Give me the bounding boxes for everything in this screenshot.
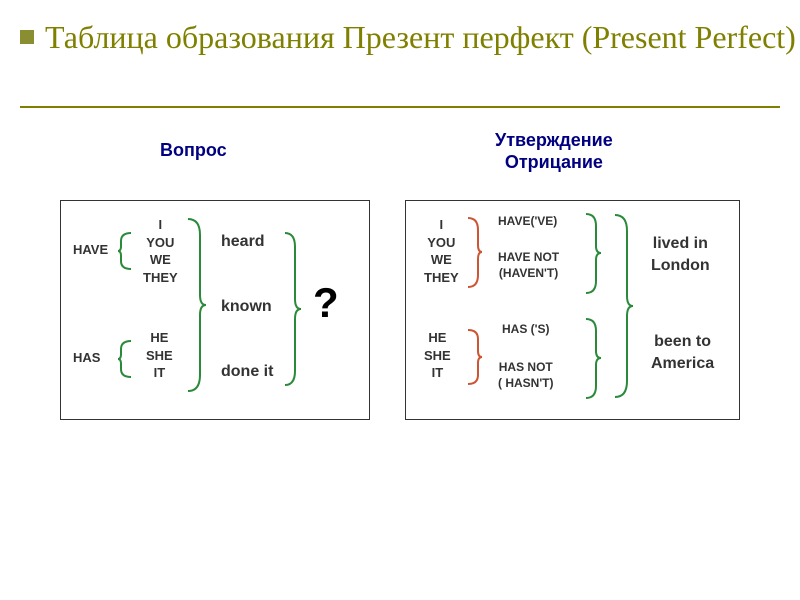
pronouns-group1-r: I YOU WE THEY [424,216,459,286]
verb-lived: lived in London [651,233,710,276]
title-bullet [20,30,34,44]
brace-r-big-icon [613,211,635,401]
slide-title: Таблица образования Презент перфект (Pre… [45,18,796,56]
have-negative: HAVE NOT (HAVEN'T) [498,249,559,281]
pronouns-group2-r: HE SHE IT [424,329,451,382]
question-mark: ? [313,279,339,327]
brace-r-has-icon [584,316,604,401]
label-have: HAVE [73,241,108,259]
label-has: HAS [73,349,100,367]
heading-question: Вопрос [160,140,227,161]
heading-assert: Утверждение [495,130,613,150]
heading-assert-negate: Утверждение Отрицание [495,130,613,173]
brace-r-grp2-icon [466,327,484,387]
verb-heard: heard [221,231,265,253]
have-positive: HAVE('VE) [498,213,557,229]
has-negative: HAS NOT ( HASN'T) [498,359,554,391]
brace-has-icon [116,339,136,379]
brace-big-verbs-icon [186,215,208,395]
brace-r-grp1-icon [466,215,484,290]
verb-done: done it [221,361,273,383]
verb-been: been to America [651,331,714,374]
brace-have-icon [116,231,136,271]
has-positive: HAS ('S) [502,321,550,337]
brace-r-have-icon [584,211,604,296]
pronouns-group2: HE SHE IT [146,329,173,382]
pronouns-group1: I YOU WE THEY [143,216,178,286]
heading-negate: Отрицание [505,152,603,172]
panel-question: HAVE HAS I YOU WE THEY HE SHE IT heard k… [60,200,370,420]
verb-known: known [221,296,272,318]
panel-assert-negate: I YOU WE THEY HE SHE IT HAVE('VE) HAVE N… [405,200,740,420]
brace-qmark-icon [283,229,303,389]
title-underline [20,106,780,108]
